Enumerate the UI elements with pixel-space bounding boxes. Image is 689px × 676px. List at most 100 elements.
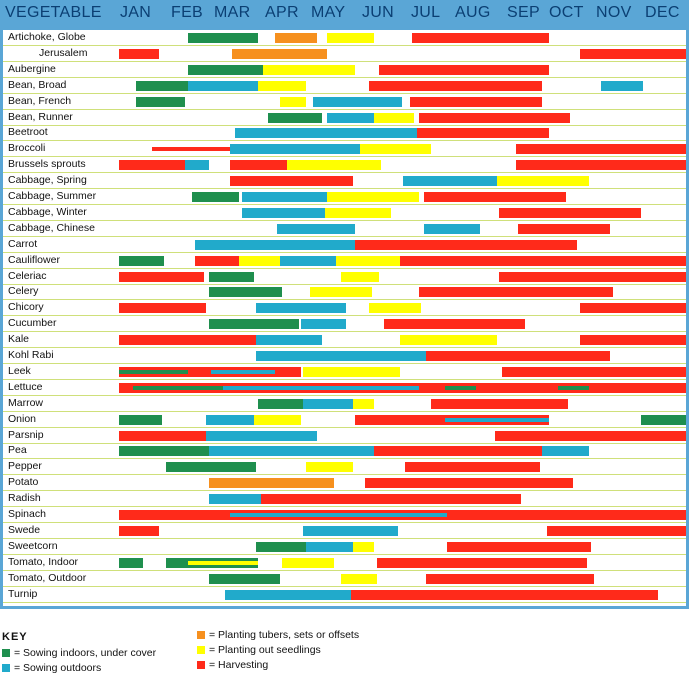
- bar-sow-outdoors: [256, 335, 323, 346]
- bar-sow-indoors: [166, 462, 257, 473]
- vegetable-name: Aubergine: [8, 62, 56, 75]
- bar-sow-outdoors: [187, 80, 259, 91]
- vegetable-row: Lettuce: [3, 380, 686, 396]
- month-label-jun: JUN: [362, 4, 395, 21]
- vegetable-row: Pepper: [3, 459, 686, 476]
- bar-planting-seedlings: [282, 557, 334, 568]
- vegetable-row: Tomato, Outdoor: [3, 571, 686, 587]
- bar-planting-tubers: [232, 48, 327, 59]
- vegetable-name: Cucumber: [8, 317, 57, 330]
- bar-harvesting: [419, 287, 613, 298]
- bar-harvesting: [419, 112, 571, 123]
- vegetable-row: Artichoke, Globe: [3, 30, 686, 46]
- bar-planting-seedlings: [352, 398, 375, 409]
- bar-sow-outdoors: [222, 385, 420, 390]
- bar-planting-seedlings: [279, 96, 306, 107]
- legend-label: = Harvesting: [209, 659, 269, 671]
- bar-sow-indoors: [558, 385, 590, 390]
- bar-harvesting: [119, 430, 212, 441]
- bar-harvesting: [260, 494, 521, 505]
- legend-item-harvesting: = Harvesting: [197, 659, 268, 671]
- bar-harvesting: [515, 160, 686, 171]
- bar-harvesting: [383, 319, 526, 330]
- bar-sow-outdoors: [256, 303, 346, 314]
- bar-harvesting: [230, 176, 353, 187]
- bar-sow-outdoors: [234, 128, 417, 139]
- bar-harvesting: [119, 525, 160, 536]
- bar-planting-seedlings: [341, 271, 379, 282]
- bar-sow-outdoors: [326, 112, 375, 123]
- bar-planting-seedlings: [286, 160, 382, 171]
- bar-sow-outdoors: [208, 446, 375, 457]
- bar-sow-indoors: [258, 398, 304, 409]
- bar-harvesting: [447, 541, 592, 552]
- month-label-jan: JAN: [120, 4, 152, 21]
- bar-sow-indoors: [208, 573, 280, 584]
- bar-sow-indoors: [119, 557, 143, 568]
- bar-planting-seedlings: [263, 64, 356, 75]
- bar-sow-outdoors: [185, 160, 209, 171]
- vegetable-row: Cabbage, Spring: [3, 173, 686, 190]
- vegetable-row: Swede: [3, 523, 686, 539]
- legend-item-sowing-indoors: = Sowing indoors, under cover: [2, 647, 156, 659]
- vegetable-row: Aubergine: [3, 62, 686, 78]
- month-label-feb: FEB: [171, 4, 204, 21]
- bar-harvesting: [409, 96, 542, 107]
- legend-swatch-orange: [197, 631, 205, 639]
- bar-harvesting: [499, 207, 642, 218]
- bar-sow-indoors: [192, 192, 240, 202]
- vegetable-name: Kale: [8, 333, 30, 346]
- bar-harvesting: [369, 80, 542, 91]
- vegetable-name: Bean, Runner: [8, 110, 73, 123]
- bar-planting-seedlings: [310, 287, 372, 298]
- bar-sow-indoors: [119, 414, 162, 425]
- vegetable-row: Tomato, Indoor: [3, 555, 686, 571]
- bar-harvesting: [423, 192, 566, 202]
- bar-harvesting: [364, 478, 573, 489]
- chart-header: VEGETABLE JAN FEB MAR APR MAY JUN JUL AUG SEP OCT N…: [0, 0, 689, 30]
- vegetable-name: Celeriac: [8, 269, 47, 282]
- vegetable-name: Brussels sprouts: [8, 158, 86, 171]
- bar-harvesting: [494, 430, 686, 441]
- legend-label: = Planting tubers, sets or offsets: [209, 629, 360, 641]
- bar-harvesting: [411, 33, 549, 43]
- vegetable-row: Celery: [3, 284, 686, 301]
- bar-harvesting: [515, 144, 686, 155]
- vegetable-row: Cabbage, Chinese: [3, 221, 686, 237]
- legend-item-sowing-outdoors: = Sowing outdoors: [2, 662, 101, 674]
- legend-swatch-green: [2, 649, 10, 657]
- bar-sow-outdoors: [194, 239, 403, 250]
- vegetable-row: Leek: [3, 364, 686, 380]
- bar-harvesting: [430, 398, 568, 409]
- vegetable-name: Turnip: [8, 587, 38, 600]
- bar-sow-outdoors: [312, 96, 403, 107]
- bar-planting-seedlings: [497, 176, 590, 187]
- bar-sow-outdoors: [211, 369, 275, 374]
- bar-harvesting: [119, 271, 205, 282]
- month-label-jul: JUL: [411, 4, 441, 21]
- bar-sow-outdoors: [241, 192, 327, 202]
- bar-planting-seedlings: [303, 366, 401, 377]
- bar-harvesting: [426, 351, 611, 361]
- bar-sow-outdoors: [402, 176, 497, 187]
- month-label-dec: DEC: [645, 4, 680, 21]
- vegetable-name: Cabbage, Winter: [8, 205, 87, 218]
- legend-label: = Planting out seedlings: [209, 644, 321, 656]
- bar-harvesting: [230, 160, 287, 171]
- bar-sow-indoors: [119, 369, 188, 374]
- bar-planting-seedlings: [374, 112, 415, 123]
- bar-harvesting: [518, 223, 611, 234]
- vegetable-name: Parsnip: [8, 428, 44, 441]
- bar-harvesting: [404, 462, 540, 473]
- bar-planting-seedlings: [352, 541, 375, 552]
- column-header-vegetable: VEGETABLE: [5, 4, 102, 21]
- bar-harvesting: [355, 239, 578, 250]
- legend-item-planting-seedlings: = Planting out seedlings: [197, 644, 321, 656]
- bar-sow-outdoors: [423, 223, 481, 234]
- vegetable-name: Pea: [8, 444, 27, 457]
- vegetable-name: Tomato, Outdoor: [8, 571, 87, 584]
- legend-swatch-red: [197, 661, 205, 669]
- bar-planting-seedlings: [359, 144, 431, 155]
- bar-sow-indoors: [133, 385, 223, 390]
